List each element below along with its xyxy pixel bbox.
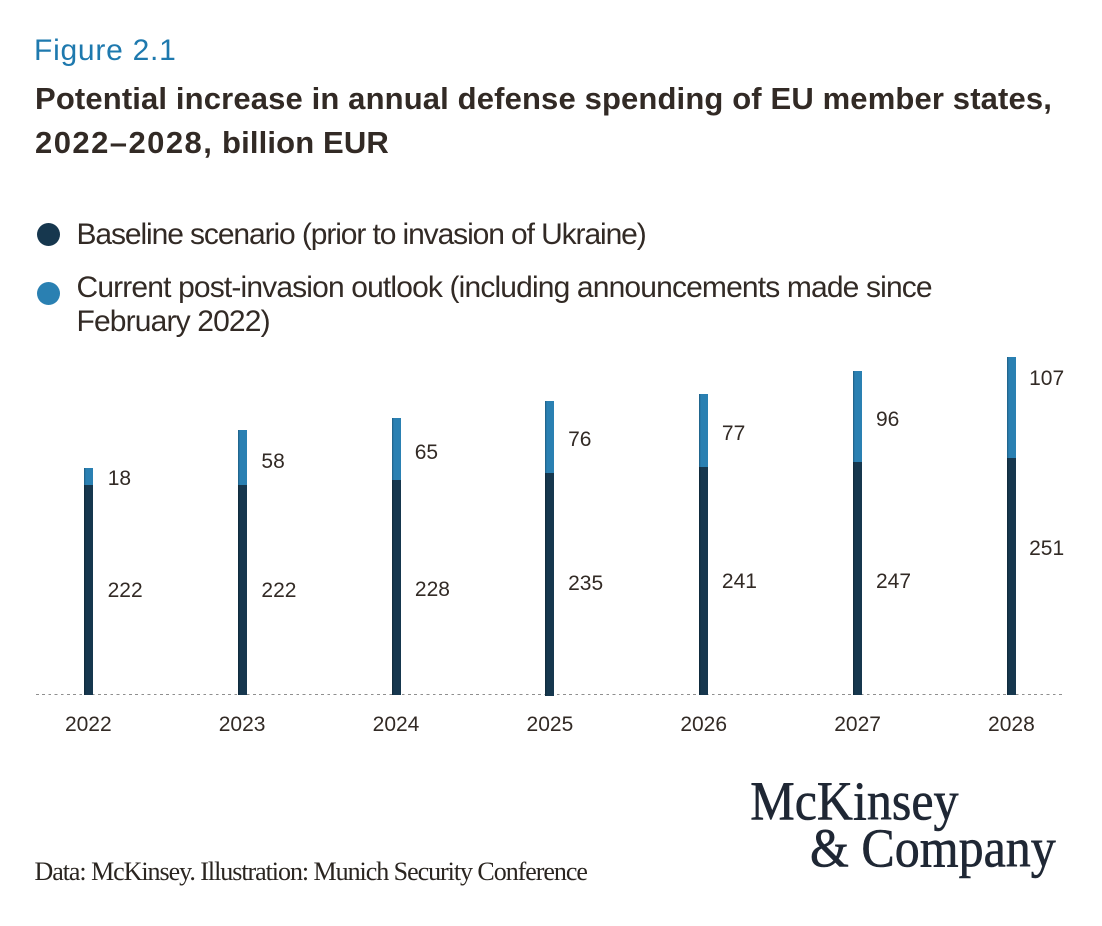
svg-text:McKinsey: McKinsey bbox=[750, 771, 959, 832]
svg-text:& Company: & Company bbox=[810, 818, 1056, 879]
